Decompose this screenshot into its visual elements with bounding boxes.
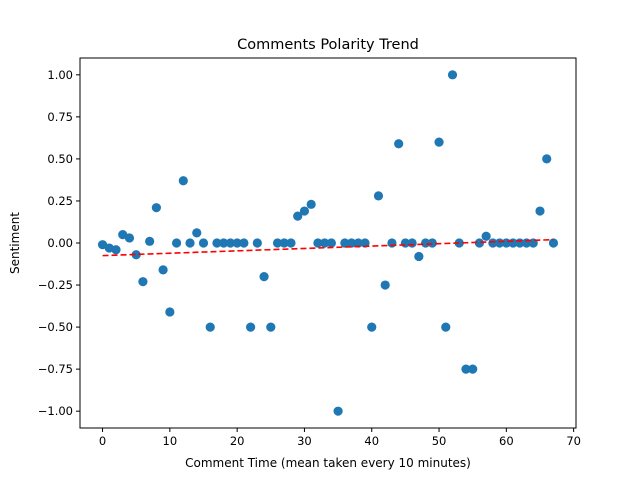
- x-tick-label: 70: [566, 434, 581, 448]
- data-point: [246, 322, 256, 332]
- chart-title: Comments Polarity Trend: [237, 37, 419, 53]
- data-point: [394, 139, 404, 149]
- data-point: [360, 238, 370, 248]
- data-point: [145, 236, 155, 246]
- data-point: [380, 280, 390, 290]
- data-point: [367, 322, 377, 332]
- y-tick-label: −0.25: [38, 278, 73, 292]
- data-point: [333, 406, 343, 416]
- trend-line-group: [102, 238, 554, 257]
- data-point: [535, 206, 545, 216]
- y-tick-label: 0.50: [47, 152, 73, 166]
- data-point: [192, 228, 202, 238]
- data-point: [131, 250, 141, 260]
- data-point: [165, 307, 175, 317]
- data-point: [461, 364, 471, 374]
- axis-ticks: 0 10 20 30 40 50 60 70 −1.00 −0.75 −0.50 −0.25 0.00 0…: [38, 68, 581, 448]
- data-point: [158, 265, 168, 275]
- data-point: [124, 233, 135, 243]
- data-point: [488, 238, 498, 248]
- data-point: [198, 238, 209, 248]
- data-point: [481, 231, 491, 241]
- x-axis-label: Comment Time (mean taken every 10 minute…: [185, 456, 471, 470]
- y-tick-label: 0.00: [47, 236, 73, 250]
- data-point: [279, 238, 289, 248]
- data-point: [447, 70, 458, 80]
- y-tick-label: −1.00: [38, 404, 73, 418]
- y-tick-label: 1.00: [47, 68, 73, 82]
- data-point: [212, 238, 222, 248]
- data-point: [151, 203, 161, 213]
- data-point: [414, 251, 424, 262]
- x-tick-label: 30: [297, 434, 312, 448]
- data-point: [407, 238, 417, 248]
- data-point: [340, 238, 350, 248]
- data-point: [225, 238, 236, 248]
- x-tick-label: 10: [163, 434, 178, 448]
- x-tick-label: 0: [99, 434, 106, 448]
- data-point: [542, 154, 552, 164]
- data-point: [320, 238, 330, 248]
- data-point: [293, 211, 303, 221]
- data-point: [205, 322, 215, 332]
- trend-line: [102, 238, 554, 257]
- plot-frame: [79, 57, 577, 429]
- data-point: [299, 206, 310, 216]
- x-tick-label: 50: [432, 434, 447, 448]
- data-point: [313, 238, 323, 248]
- data-point: [252, 238, 262, 248]
- data-point: [266, 322, 276, 332]
- y-tick-label: 0.75: [47, 110, 73, 124]
- y-tick-label: −0.50: [38, 320, 73, 334]
- data-point: [306, 199, 316, 209]
- data-point: [434, 137, 444, 147]
- data-point: [239, 238, 249, 248]
- x-tick-label: 20: [230, 434, 245, 448]
- data-point: [138, 277, 148, 287]
- data-point: [111, 245, 121, 255]
- data-point: [353, 238, 363, 248]
- data-point: [185, 238, 195, 248]
- data-point: [420, 238, 431, 248]
- data-point: [474, 238, 485, 248]
- data-point: [171, 238, 182, 248]
- data-point: [441, 322, 451, 332]
- data-point: [232, 238, 242, 248]
- data-point: [326, 238, 336, 248]
- data-point: [373, 191, 384, 201]
- data-point: [548, 238, 559, 248]
- y-axis-label: Sentiment: [8, 212, 22, 274]
- data-point: [259, 272, 269, 282]
- data-point: [346, 238, 357, 248]
- y-tick-label: 0.25: [47, 194, 73, 208]
- data-point: [272, 238, 283, 248]
- y-tick-label: −0.75: [38, 362, 73, 376]
- data-point: [286, 238, 296, 248]
- data-point: [178, 176, 188, 186]
- x-tick-label: 40: [364, 434, 379, 448]
- data-point: [387, 238, 397, 248]
- data-point: [468, 364, 478, 374]
- data-point: [427, 238, 437, 248]
- x-tick-label: 60: [499, 434, 514, 448]
- data-point: [219, 238, 229, 248]
